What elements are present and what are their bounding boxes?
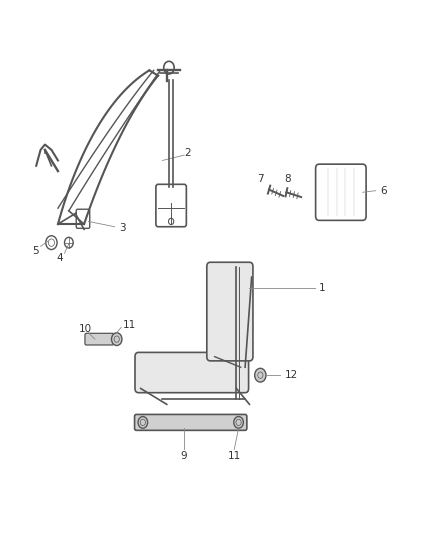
Text: 11: 11: [122, 320, 136, 330]
FancyBboxPatch shape: [134, 415, 247, 430]
Text: 6: 6: [380, 185, 387, 196]
Circle shape: [138, 417, 148, 428]
Text: 12: 12: [285, 370, 298, 380]
Circle shape: [234, 417, 244, 428]
Text: 9: 9: [181, 451, 187, 462]
FancyBboxPatch shape: [85, 333, 114, 345]
Text: 7: 7: [257, 174, 264, 184]
Circle shape: [112, 333, 122, 345]
Text: 2: 2: [184, 148, 191, 158]
Text: 3: 3: [119, 223, 126, 233]
Circle shape: [254, 368, 266, 382]
Text: 11: 11: [228, 451, 241, 462]
Text: 1: 1: [319, 282, 326, 293]
Text: 10: 10: [79, 324, 92, 334]
FancyBboxPatch shape: [135, 352, 249, 393]
FancyBboxPatch shape: [207, 262, 253, 361]
Text: 8: 8: [284, 174, 291, 184]
Text: 4: 4: [57, 253, 64, 263]
Text: 5: 5: [32, 246, 39, 256]
